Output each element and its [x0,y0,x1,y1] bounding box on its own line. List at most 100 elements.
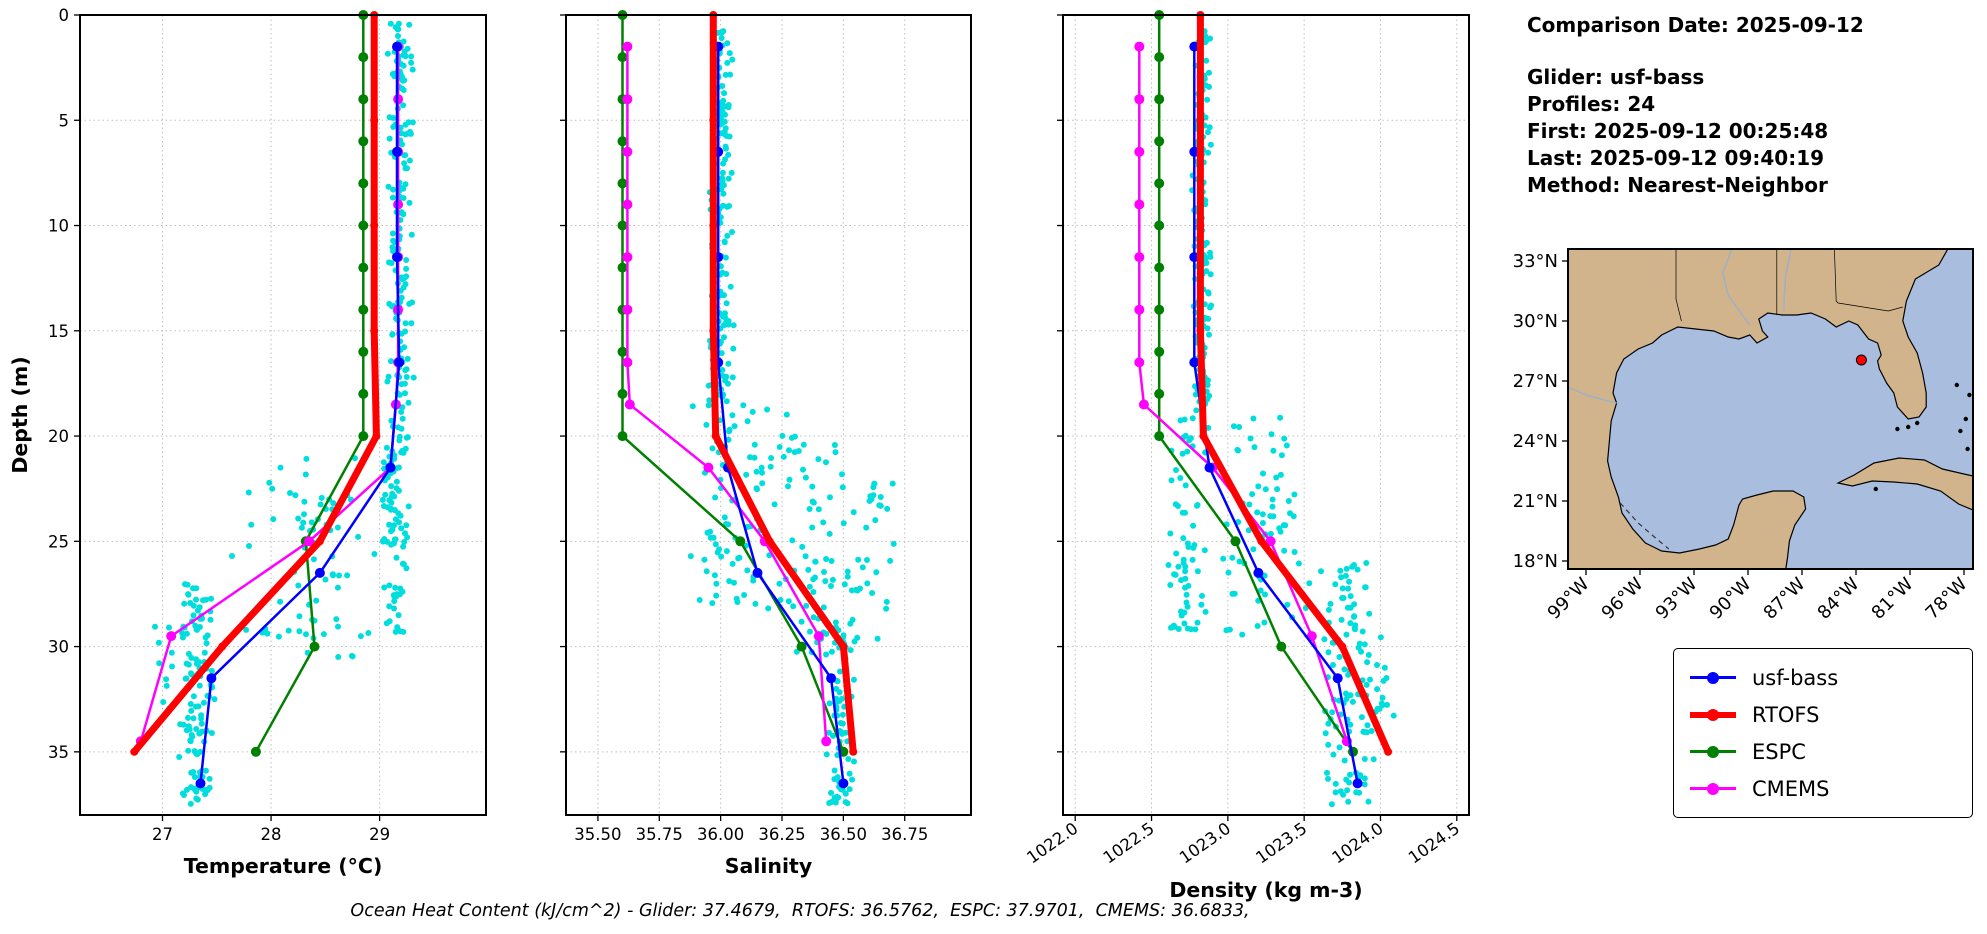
scatter-point [1194,568,1201,575]
series-marker-RTOFS [709,326,718,335]
scatter-point [1257,587,1264,594]
y-tick-label: 5 [59,111,70,130]
scatter-point [183,630,190,637]
series-marker-RTOFS [370,221,379,230]
scatter-point [1363,560,1370,566]
scatter-point [405,119,412,126]
scatter-point [371,551,378,557]
scatter-point [163,676,170,683]
scatter-point [344,572,351,579]
scatter-point [701,556,708,563]
scatter-point [727,71,734,78]
scatter-point [1268,431,1275,438]
series-marker-ESPC [358,136,369,147]
series-marker-RTOFS [1384,747,1393,756]
map-lat-label: 18°N [1513,551,1558,572]
scatter-point [401,275,408,282]
scatter-point [206,775,213,782]
x-tick-label: 1022.0 [1023,819,1081,868]
scatter-point [409,299,416,306]
scatter-point [727,283,734,290]
scatter-point [1384,701,1390,708]
scatter-point [200,699,207,706]
series-line-usf-bass [716,45,845,785]
scatter-point [791,433,798,440]
scatter-point [406,21,413,28]
scatter-point [1269,503,1276,510]
scatter-point [1193,407,1200,414]
scatter-point [333,616,340,623]
scatter-point [889,480,896,487]
scatter-point [394,24,401,31]
map-lon-label: 93°W [1652,574,1702,624]
series-marker-RTOFS [218,642,227,651]
scatter-point [403,522,410,529]
scatter-point [718,29,725,36]
scatter-point [716,546,723,553]
scatter-point [183,786,190,793]
scatter-point [1226,626,1233,633]
scatter-point [384,378,391,385]
scatter-point [720,97,727,104]
scatter-point [1278,452,1285,459]
scatter-point [726,50,733,57]
scatter-point [729,412,736,419]
scatter-point [1220,555,1227,562]
scatter-point [404,45,411,52]
series-marker-RTOFS [839,642,848,651]
scatter-point [398,330,405,337]
scatter-point [408,231,415,238]
series-marker-ESPC [796,641,807,652]
plot-frame [79,14,487,816]
scatter-point [1343,565,1350,572]
series-marker-RTOFS [765,537,774,546]
scatter-point [1167,530,1174,537]
panel-salinity: 35.50 35.75 36.00 36.25 36.50 36.75 Salinity [560,10,972,878]
scatter-point [1189,415,1196,422]
scatter-point [833,685,840,692]
scatter-point [703,568,710,575]
scatter-point [831,776,838,783]
scatter-point [185,591,192,598]
scatter-point [179,790,186,797]
scatter-point [336,572,342,579]
scatter-point [208,730,215,736]
scatter-point [724,232,731,239]
series-marker-RTOFS [709,116,718,125]
legend: usf-bass RTOFS ESPC CMEMS [1673,648,1973,818]
scatter-point [696,597,703,603]
scatter-point [1280,522,1287,529]
series-marker-usf-bass [195,778,206,789]
scatter-point [1276,525,1283,532]
series-marker-ESPC [1154,52,1165,63]
scatter-point [826,800,833,806]
scatter-point [1374,662,1380,668]
scatter-point [740,402,747,409]
scatter-point [1177,475,1184,481]
scatter-point [388,499,395,506]
scatter-point [1175,563,1182,570]
scatter-point [846,786,853,793]
scatter-point [873,569,880,576]
scatter-point [296,628,303,635]
scatter-point [1262,486,1269,493]
scatter-point [722,143,729,150]
scatter-point [393,554,400,561]
scatter-point [721,334,727,341]
scatter-point [183,727,190,734]
scatter-point [1378,700,1385,707]
scatter-point [1206,69,1212,76]
series-marker-ESPC [358,262,369,273]
scatter-point [397,512,404,519]
scatter-point [398,130,405,137]
series-marker-CMEMS [622,199,633,210]
scatter-point [264,630,271,637]
scatter-point [320,631,327,638]
scatter-point [1284,601,1291,608]
scatter-point [1339,585,1346,592]
scatter-point [403,265,410,272]
scatter-point [726,426,733,433]
series-marker-CMEMS [622,357,633,368]
series-marker-usf-bass [206,673,217,684]
scatter-point [402,165,409,172]
